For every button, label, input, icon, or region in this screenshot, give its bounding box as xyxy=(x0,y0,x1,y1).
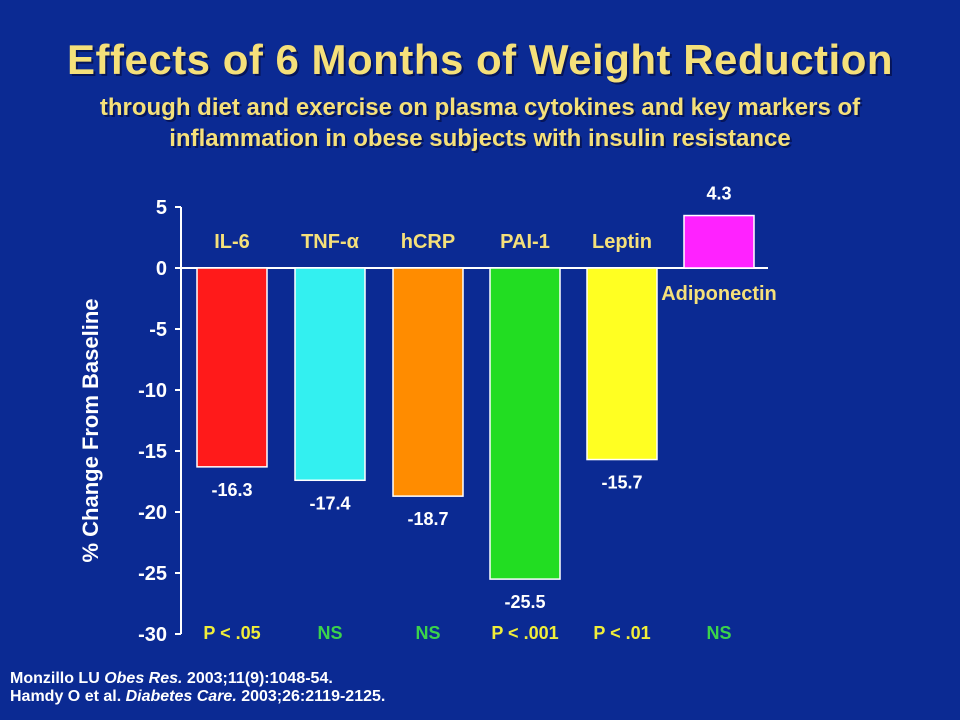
chart-title: Effects of 6 Months of Weight Reduction xyxy=(66,36,894,83)
chart-labels: IL-6 TNF-α hCRP PAI-1 Leptin Adiponectin -16.3… xyxy=(203,184,776,643)
value-label-2: -17.4 xyxy=(309,493,350,513)
references: Monzillo LU Obes Res. 2003;11(9):1048-54… xyxy=(10,670,385,706)
category-label-3: hCRP xyxy=(401,231,455,253)
bar-6 xyxy=(683,214,755,269)
y-tick-label: -20 xyxy=(138,502,167,524)
p-value-label-1: P < .05 xyxy=(203,623,260,643)
y-tick-label: -25 xyxy=(138,563,167,585)
reference-2-details: 2003;26:2119-2125. xyxy=(236,688,386,705)
y-tick-label: -15 xyxy=(138,441,167,463)
value-label-6: 4.3 xyxy=(706,184,731,204)
y-tick-label: -30 xyxy=(138,624,167,646)
y-tick-label: 0 xyxy=(156,258,167,280)
chart-axes: 5 0 -5 -10 -15 -20 -25 -30 % Change From Baselin… xyxy=(78,197,768,646)
p-value-label-4: P < .001 xyxy=(491,623,558,643)
category-label-1: IL-6 xyxy=(214,231,250,253)
p-value-label-2: NS xyxy=(317,623,342,643)
y-tick-label: 5 xyxy=(156,197,167,219)
chart-bars xyxy=(196,214,755,580)
reference-1-journal: Obes Res. xyxy=(104,670,183,687)
bar-5 xyxy=(586,267,658,461)
value-label-4: -25.5 xyxy=(504,592,545,612)
category-label-2: TNF-α xyxy=(301,231,360,253)
reference-2-authors: Hamdy O et al. xyxy=(10,688,126,705)
bar-2 xyxy=(294,267,366,482)
subtitle-line-1: through diet and exercise on plasma cyto… xyxy=(99,94,861,121)
chart-subtitle: through diet and exercise on plasma cyto… xyxy=(40,92,920,154)
y-tick-label: -10 xyxy=(138,380,167,402)
reference-1: Monzillo LU Obes Res. 2003;11(9):1048-54… xyxy=(10,670,385,688)
subtitle-line-2: inflammation in obese subjects with insu… xyxy=(169,125,791,152)
p-value-label-6: NS xyxy=(706,623,731,643)
reference-1-authors: Monzillo LU xyxy=(10,670,105,687)
bar-1 xyxy=(196,267,268,468)
value-label-3: -18.7 xyxy=(407,509,448,529)
y-axis-label: % Change From Baseline xyxy=(78,298,103,562)
y-tick-label: -5 xyxy=(149,319,167,341)
reference-2-journal: Diabetes Care. xyxy=(125,688,237,705)
p-value-label-5: P < .01 xyxy=(593,623,650,643)
reference-2: Hamdy O et al. Diabetes Care. 2003;26:21… xyxy=(10,688,385,706)
value-label-5: -15.7 xyxy=(601,473,642,493)
value-label-1: -16.3 xyxy=(211,480,252,500)
p-value-label-3: NS xyxy=(415,623,440,643)
category-label-5: Leptin xyxy=(592,231,652,253)
reference-1-details: 2003;11(9):1048-54. xyxy=(182,670,333,687)
category-label-6: Adiponectin xyxy=(661,283,777,305)
bar-4 xyxy=(489,267,561,580)
category-label-4: PAI-1 xyxy=(500,231,550,253)
bar-3 xyxy=(392,267,464,497)
